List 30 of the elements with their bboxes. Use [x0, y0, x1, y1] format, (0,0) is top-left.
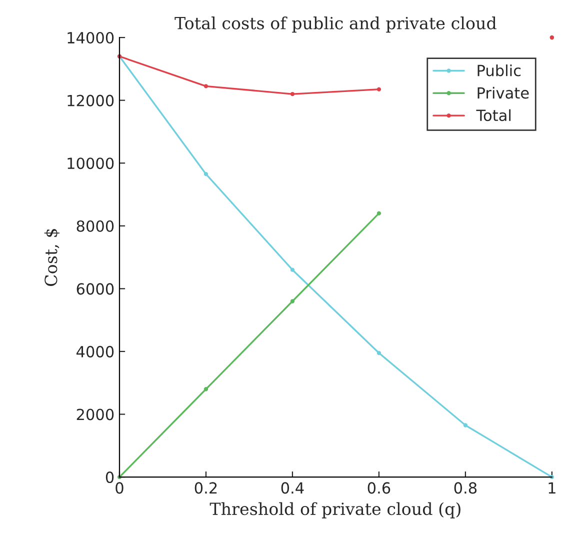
legend-label: Total — [476, 109, 511, 122]
chart-title: Total costs of public and private cloud — [174, 16, 496, 33]
y-axis-title: Cost, $ — [44, 229, 60, 286]
x-tick-label: 0.6 — [368, 482, 390, 494]
y-tick-label: 4000 — [76, 346, 114, 358]
point — [204, 172, 208, 176]
x-tick-label: 0.4 — [281, 482, 304, 494]
x-tick-label: 0.2 — [194, 482, 217, 494]
y-tick-label: 14000 — [68, 32, 114, 44]
point — [290, 299, 295, 304]
legend-label: Private — [478, 86, 529, 99]
x-tick-label: 0 — [116, 482, 124, 494]
y-tick-label: 6000 — [76, 283, 114, 295]
y-tick-label: 0 — [106, 472, 114, 484]
x-axis-title: Threshold of private cloud (q) — [210, 502, 460, 518]
point — [290, 92, 295, 96]
point — [376, 87, 382, 92]
y-tick-label: 12000 — [68, 94, 114, 106]
y-tick-label: 2000 — [76, 408, 114, 420]
y-tick-label: 8000 — [76, 220, 114, 232]
point — [290, 268, 295, 272]
point — [463, 423, 468, 428]
y-tick-label: 10000 — [68, 158, 114, 170]
x-tick-label: 0.8 — [454, 482, 477, 494]
legend-label: Public — [478, 64, 521, 76]
point — [204, 84, 208, 88]
point — [376, 350, 382, 356]
x-tick-label: 1 — [548, 482, 556, 494]
point — [376, 211, 382, 216]
point — [204, 387, 208, 392]
